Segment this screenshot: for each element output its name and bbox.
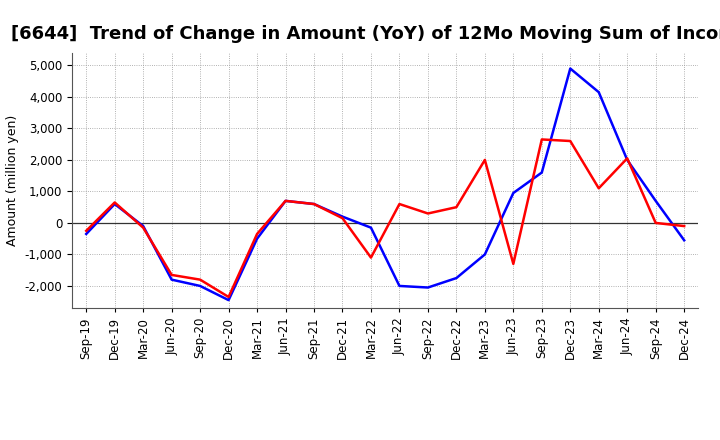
Ordinary Income	[82, 231, 91, 237]
Ordinary Income	[167, 277, 176, 282]
Net Income	[338, 216, 347, 221]
Net Income	[139, 225, 148, 230]
Net Income	[423, 211, 432, 216]
Net Income	[595, 186, 603, 191]
Ordinary Income	[480, 252, 489, 257]
Line: Ordinary Income: Ordinary Income	[86, 69, 684, 300]
Net Income	[282, 198, 290, 204]
Net Income	[623, 156, 631, 161]
Ordinary Income	[310, 202, 318, 207]
Ordinary Income	[110, 202, 119, 207]
Net Income	[253, 231, 261, 237]
Ordinary Income	[652, 198, 660, 204]
Net Income	[537, 137, 546, 142]
Ordinary Income	[366, 225, 375, 230]
Net Income	[395, 202, 404, 207]
Ordinary Income	[566, 66, 575, 71]
Net Income	[652, 220, 660, 226]
Net Income	[480, 157, 489, 162]
Ordinary Income	[680, 238, 688, 243]
Net Income	[167, 272, 176, 278]
Ordinary Income	[623, 157, 631, 162]
Net Income	[509, 261, 518, 267]
Ordinary Income	[139, 224, 148, 229]
Net Income	[225, 294, 233, 300]
Line: Net Income: Net Income	[86, 139, 684, 297]
Net Income	[310, 202, 318, 207]
Net Income	[452, 205, 461, 210]
Ordinary Income	[225, 297, 233, 303]
Ordinary Income	[423, 285, 432, 290]
Ordinary Income	[509, 191, 518, 196]
Ordinary Income	[338, 214, 347, 219]
Ordinary Income	[282, 198, 290, 204]
Net Income	[110, 200, 119, 205]
Y-axis label: Amount (million yen): Amount (million yen)	[6, 115, 19, 246]
Net Income	[366, 255, 375, 260]
Title: [6644]  Trend of Change in Amount (YoY) of 12Mo Moving Sum of Incomes: [6644] Trend of Change in Amount (YoY) o…	[11, 25, 720, 43]
Ordinary Income	[537, 170, 546, 175]
Net Income	[680, 224, 688, 229]
Ordinary Income	[196, 283, 204, 289]
Ordinary Income	[595, 90, 603, 95]
Net Income	[566, 138, 575, 143]
Ordinary Income	[452, 275, 461, 281]
Ordinary Income	[395, 283, 404, 289]
Net Income	[82, 228, 91, 234]
Ordinary Income	[253, 236, 261, 241]
Net Income	[196, 277, 204, 282]
